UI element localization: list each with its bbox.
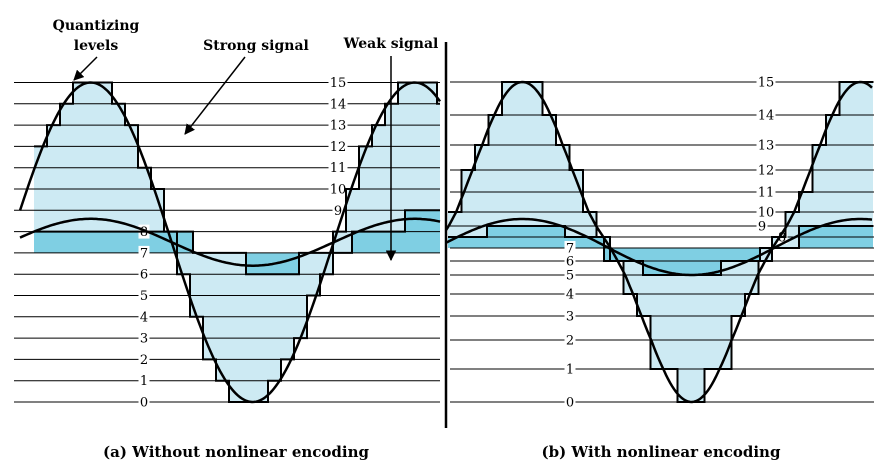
a-level-label-bg [328,160,348,175]
b-level-label: 13 [758,139,775,154]
quantizing-levels-arrow [73,56,98,81]
a-level-label-bg [328,139,348,154]
quantizing-levels-label-line1: Quantizing [53,18,140,34]
a-level-label-bg [138,288,150,303]
a-level-label: 9 [334,204,342,219]
b-level-label: 15 [758,76,775,91]
b-level-label: 5 [566,269,574,284]
b-level-label-bg [564,241,576,255]
b-level-label: 1 [566,363,574,378]
caption-panel-a: (a) Without nonlinear encoding [103,443,369,461]
b-level-label-bg [756,75,776,89]
strong-signal-arrow [184,56,246,135]
strong-signal-label: Strong signal [203,38,309,54]
a-level-label: 11 [330,161,347,176]
b-level-label-bg [564,254,576,268]
a-level-label: 12 [330,140,347,155]
b-level-label: 4 [566,288,574,303]
b-level-label: 10 [758,206,775,221]
a-level-label-bg [138,331,150,346]
b-level-label-bg [756,205,776,219]
b-level-label: 0 [566,396,574,411]
b-level-label-bg [756,185,776,199]
b-level-label: 6 [566,255,574,270]
a-level-label-bg [328,96,348,111]
a-level-label-bg [138,309,150,324]
a-level-label-bg [332,203,344,218]
b-level-label-bg [564,395,576,409]
b-level-label-bg [564,333,576,347]
strong-signal-curve-b [444,80,873,404]
weak-signal-label: Weak signal [343,36,439,52]
b-level-label: 11 [758,186,775,201]
b-level-label: 9 [758,220,766,235]
b-level-label: 14 [758,109,775,124]
b-level-label: 3 [566,310,574,325]
b-level-label-bg [564,287,576,301]
b-level-label-bg [756,219,768,233]
b-level-label-bg [564,362,576,376]
a-level-label: 3 [140,332,148,347]
a-level-label: 13 [330,119,347,134]
a-level-label: 1 [140,374,148,389]
weak-signal-curve-a [19,217,441,267]
a-level-label: 0 [140,396,148,411]
b-level-label: 12 [758,164,775,179]
strong-quantized-fill-a [34,82,440,402]
a-level-label: 15 [330,76,347,91]
weak-quantized-fill-b [448,226,873,275]
caption-panel-b: (b) With nonlinear encoding [542,443,781,461]
b-level-label-bg [756,108,776,122]
a-level-label: 5 [140,289,148,304]
a-level-label-bg [328,118,348,133]
weak-signal-staircase-b [448,225,873,276]
weak-signal-curve-b [445,217,873,277]
strong-quantized-fill-b [448,82,873,402]
quantizing-levels-label-line2: levels [74,38,119,54]
a-level-label-bg [138,352,150,367]
a-level-label-bg [138,267,150,282]
b-level-label-bg [756,163,776,177]
b-level-label: 2 [566,334,574,349]
a-level-label: 10 [330,183,347,198]
a-level-label-bg [328,75,348,90]
a-level-label-bg [138,395,150,409]
a-level-label-bg [138,373,150,388]
a-level-label-bg [138,245,150,260]
a-level-label: 7 [140,246,148,261]
a-level-label: 6 [140,268,148,283]
a-level-label: 14 [330,97,347,112]
a-level-label: 2 [140,353,148,368]
b-level-label-bg [564,309,576,323]
b-level-label-bg [756,138,776,152]
weak-quantized-fill-a [34,210,440,275]
a-level-label: 4 [140,310,148,325]
b-level-label-bg [564,268,576,282]
strong-signal-curve-a [18,81,442,404]
b-level-label: 7 [566,242,574,257]
a-level-label-bg [328,182,348,196]
